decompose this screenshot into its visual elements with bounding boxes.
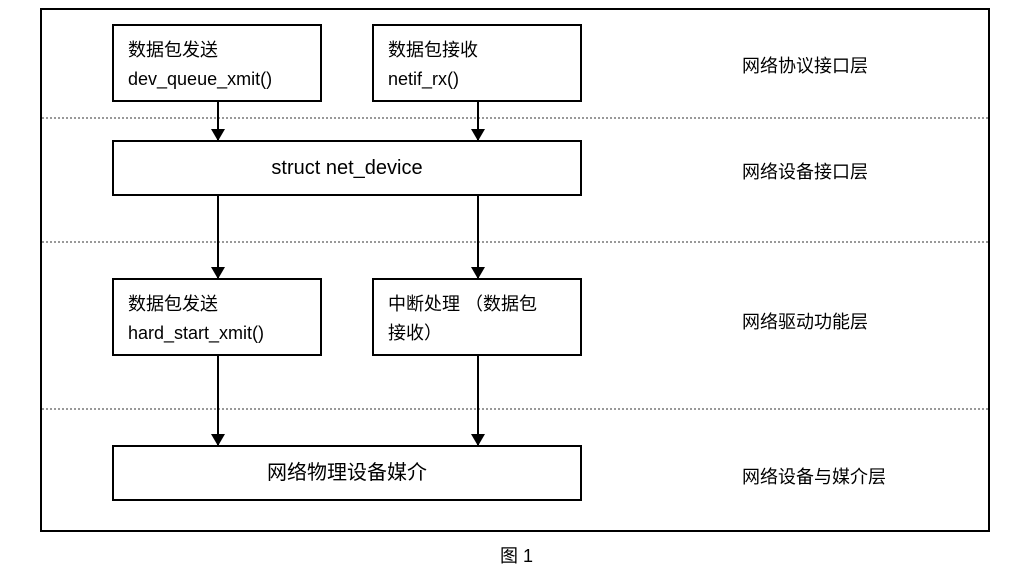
arrow-4 — [477, 196, 479, 278]
node-tx-mid-line2: hard_start_xmit() — [128, 319, 306, 348]
node-tx-mid: 数据包发送 hard_start_xmit() — [112, 278, 322, 356]
node-tx-top: 数据包发送 dev_queue_xmit() — [112, 24, 322, 102]
arrow-2 — [477, 102, 479, 140]
divider-2 — [42, 241, 988, 243]
node-tx-top-line2: dev_queue_xmit() — [128, 65, 306, 94]
layer-label-2: 网络设备接口层 — [742, 158, 868, 184]
layer-label-3: 网络驱动功能层 — [742, 308, 868, 334]
node-rx-mid: 中断处理 （数据包 接收） — [372, 278, 582, 356]
arrow-6 — [477, 356, 479, 445]
layer-label-4: 网络设备与媒介层 — [742, 463, 886, 489]
arrow-1 — [217, 102, 219, 140]
divider-3 — [42, 408, 988, 410]
node-tx-top-line1: 数据包发送 — [128, 36, 306, 65]
node-rx-top-line1: 数据包接收 — [388, 36, 566, 65]
node-rx-top: 数据包接收 netif_rx() — [372, 24, 582, 102]
diagram-container: 数据包发送 dev_queue_xmit() 数据包接收 netif_rx() … — [40, 8, 990, 532]
node-tx-mid-line1: 数据包发送 — [128, 290, 306, 319]
arrow-3 — [217, 196, 219, 278]
arrow-5 — [217, 356, 219, 445]
node-net-device-text: struct net_device — [271, 152, 422, 184]
figure-caption: 图 1 — [0, 542, 1033, 568]
node-media-text: 网络物理设备媒介 — [267, 457, 427, 489]
node-net-device: struct net_device — [112, 140, 582, 196]
node-rx-top-line2: netif_rx() — [388, 65, 566, 94]
layer-label-1: 网络协议接口层 — [742, 52, 868, 78]
node-media: 网络物理设备媒介 — [112, 445, 582, 501]
node-rx-mid-line1: 中断处理 （数据包 — [388, 290, 566, 319]
node-rx-mid-line2: 接收） — [388, 319, 566, 348]
divider-1 — [42, 117, 988, 119]
